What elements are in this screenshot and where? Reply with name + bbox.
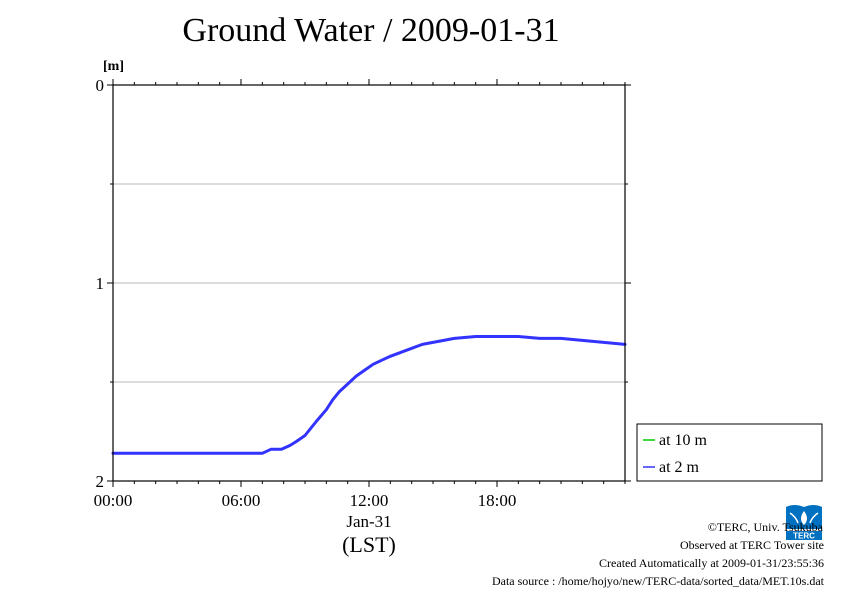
x-date-label: Jan-31 xyxy=(346,512,391,531)
logo-text: TERC xyxy=(793,532,815,541)
chart-title: Ground Water / 2009-01-31 xyxy=(182,12,560,49)
footer-source: Data source : /home/hojyo/new/TERC-data/… xyxy=(491,574,824,588)
x-tick-label-1: 06:00 xyxy=(222,491,261,510)
x-tick-label-3: 18:00 xyxy=(478,491,517,510)
y-tick-label-0: 0 xyxy=(96,76,105,95)
series-lines xyxy=(111,335,627,455)
legend-label-at-2-m: at 2 m xyxy=(659,459,700,476)
y-tick-label-2: 2 xyxy=(96,472,105,491)
legend-box xyxy=(636,423,823,482)
x-tick-label-2: 12:00 xyxy=(350,491,389,510)
y-tick-label-1: 1 xyxy=(96,274,105,293)
legend-label-at-10-m: at 10 m xyxy=(659,432,708,449)
terc-logo: TERC xyxy=(784,503,824,541)
series-line-at-2-m xyxy=(111,335,627,455)
y-unit-label: [m] xyxy=(103,59,124,74)
axis-ticks xyxy=(107,79,631,487)
x-axis-label: (LST) xyxy=(342,532,396,557)
footer-observed: Observed at TERC Tower site xyxy=(679,538,824,552)
footer-copyright: ©TERC, Univ. Tsukuba xyxy=(707,520,823,534)
tick-labels: 0 1 200:00 06:00 12:00 18:00 xyxy=(94,76,517,510)
x-tick-label-0: 00:00 xyxy=(94,491,133,510)
legend: at 10 m at 2 m xyxy=(636,423,823,482)
grid-lines xyxy=(113,183,625,383)
footer-created: Created Automatically at 2009-01-31/23:5… xyxy=(599,556,824,570)
